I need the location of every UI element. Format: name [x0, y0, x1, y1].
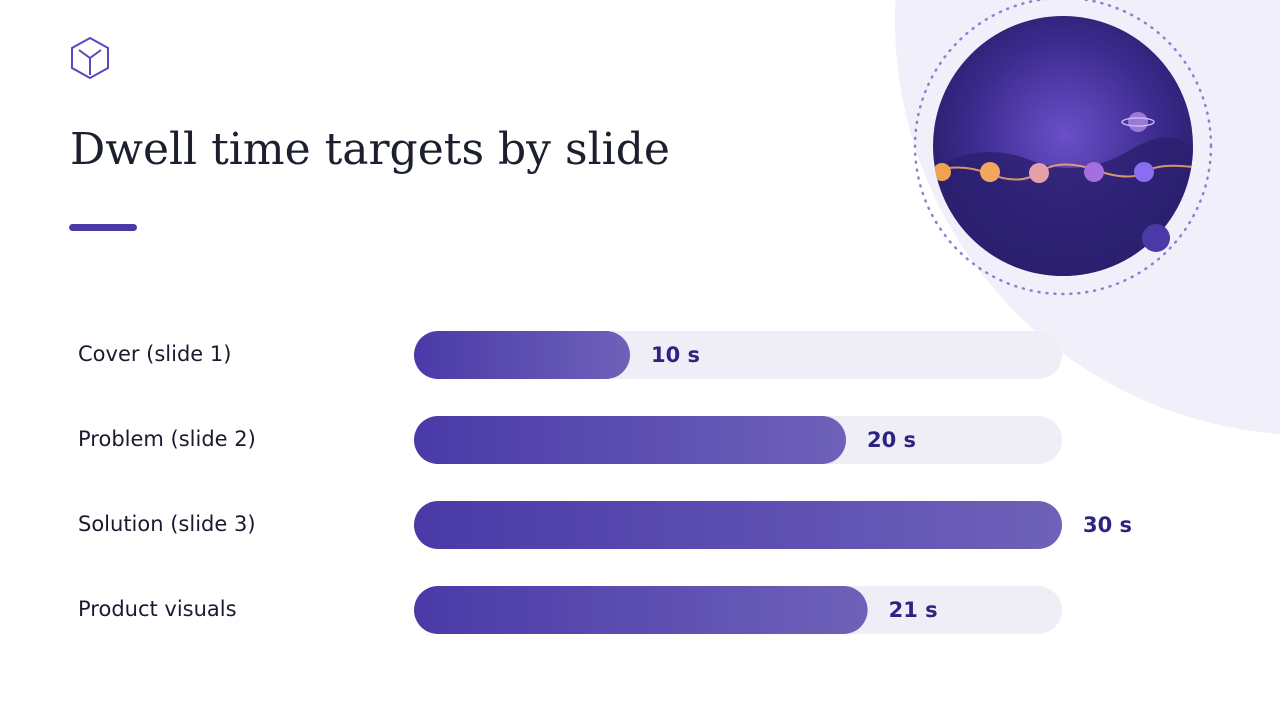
category-label: Product visuals: [78, 597, 237, 621]
value-label: 30 s: [1083, 513, 1132, 537]
category-label: Cover (slide 1): [78, 342, 231, 366]
title-underline: [69, 224, 137, 231]
bar: [414, 416, 846, 464]
value-label: 20 s: [867, 428, 916, 452]
bar: [414, 501, 1062, 549]
logo: [71, 36, 109, 80]
bar: [414, 586, 868, 634]
category-label: Problem (slide 2): [78, 427, 256, 451]
accent-dot: [1142, 224, 1170, 252]
category-label: Solution (slide 3): [78, 512, 256, 536]
bar: [414, 331, 630, 379]
chart-title: Dwell time targets by slide: [70, 124, 670, 175]
dotted-ring: [913, 0, 1213, 296]
value-label: 21 s: [889, 598, 938, 622]
value-label: 10 s: [651, 343, 700, 367]
